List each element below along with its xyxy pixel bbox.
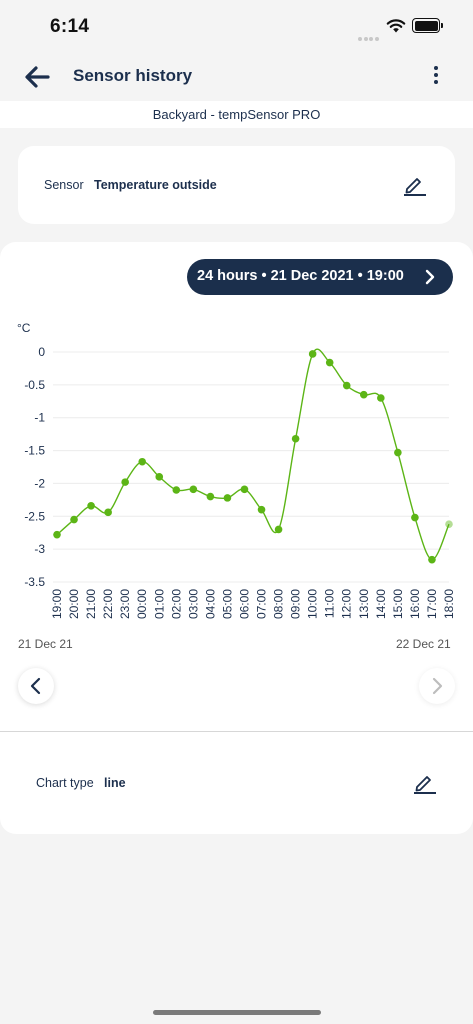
time-range-button[interactable]: 24 hours • 21 Dec 2021 • 19:00 bbox=[187, 259, 453, 295]
status-time: 6:14 bbox=[50, 16, 90, 37]
sensor-card: Sensor Temperature outside bbox=[18, 146, 455, 224]
chart-type-value: line bbox=[104, 776, 126, 790]
chevron-right-icon bbox=[432, 677, 443, 695]
chart-ytick-label: -2.5 bbox=[24, 509, 45, 523]
previous-period-button[interactable] bbox=[18, 668, 54, 704]
chart-xtick-label: 00:00 bbox=[135, 589, 149, 619]
edit-pencil-icon[interactable] bbox=[412, 772, 438, 794]
chart-xtick-label: 23:00 bbox=[118, 589, 132, 619]
chart-data-point bbox=[121, 478, 129, 486]
chart-data-point bbox=[104, 508, 112, 517]
chart-xtick-label: 21:00 bbox=[84, 589, 98, 619]
next-period-button[interactable] bbox=[419, 668, 455, 704]
chart-xtick-label: 15:00 bbox=[391, 589, 405, 619]
chart-ytick-label: -1.5 bbox=[24, 444, 45, 458]
chart-xtick-label: 10:00 bbox=[306, 589, 320, 619]
signal-icon bbox=[358, 28, 380, 46]
chart-data-point bbox=[138, 457, 147, 466]
chart-ytick-label: -1 bbox=[34, 411, 45, 425]
chart-data-point bbox=[53, 530, 61, 539]
chart-data-point bbox=[308, 350, 317, 358]
chart-xtick-label: 13:00 bbox=[357, 589, 371, 619]
chart-data-point bbox=[223, 494, 232, 502]
wifi-icon bbox=[386, 19, 406, 33]
chart-data-point bbox=[377, 394, 385, 402]
chart-type-label: Chart type bbox=[36, 776, 94, 790]
history-card: 24 hours • 21 Dec 2021 • 19:00 °C 0 -0.5 -… bbox=[0, 242, 473, 834]
chart-xtick-label: 04:00 bbox=[203, 589, 217, 619]
chart-xtick-label: 19:00 bbox=[50, 589, 64, 619]
time-range-label: 24 hours • 21 Dec 2021 • 19:00 bbox=[197, 268, 404, 284]
chart-data-point bbox=[274, 525, 283, 534]
chart-xtick-label: 08:00 bbox=[272, 589, 286, 619]
home-indicator bbox=[153, 1010, 321, 1015]
chart-ytick-label: -0.5 bbox=[24, 378, 45, 392]
chart-data-point bbox=[291, 434, 300, 443]
chart-data-point bbox=[172, 486, 181, 494]
chart-data-point bbox=[257, 505, 266, 514]
chart-data-point bbox=[411, 513, 419, 522]
chart-data-point bbox=[189, 485, 198, 494]
chart-data-point bbox=[206, 492, 215, 501]
chart-xtick-label: 11:00 bbox=[323, 589, 337, 618]
chart-xtick-label: 06:00 bbox=[237, 589, 251, 619]
chart-data-point bbox=[342, 381, 351, 390]
more-options-icon[interactable] bbox=[426, 66, 446, 90]
chevron-right-icon bbox=[425, 269, 435, 285]
chart-xtick-label: 16:00 bbox=[408, 589, 422, 619]
chart-data-point bbox=[155, 473, 164, 481]
chart-xtick-label: 20:00 bbox=[67, 589, 81, 619]
back-arrow-icon[interactable] bbox=[22, 62, 54, 92]
chart-data-point bbox=[240, 485, 249, 494]
chart-data-point bbox=[394, 448, 402, 457]
chart-ytick-label: -3.5 bbox=[24, 575, 45, 589]
chart-xtick-label: 07:00 bbox=[255, 589, 269, 619]
chart-data-point bbox=[359, 390, 368, 399]
chart-data-point bbox=[325, 358, 334, 367]
chart-ytick-label: -2 bbox=[34, 476, 45, 490]
chart-xtick-label: 02:00 bbox=[169, 589, 183, 619]
device-name: Backyard - tempSensor PRO bbox=[0, 101, 473, 128]
divider bbox=[0, 731, 473, 732]
chart-xtick-label: 18:00 bbox=[442, 589, 456, 619]
chart-xtick-label: 17:00 bbox=[425, 589, 439, 619]
chart-data-point bbox=[70, 515, 78, 524]
chart-data-point bbox=[428, 555, 436, 564]
chart-data-point bbox=[445, 520, 453, 528]
sensor-label: Sensor bbox=[44, 178, 84, 192]
chart-series-line bbox=[56, 348, 450, 561]
chart-start-date: 21 Dec 21 bbox=[18, 637, 73, 651]
chart-data-point bbox=[87, 501, 95, 510]
edit-pencil-icon[interactable] bbox=[402, 174, 428, 196]
page-title: Sensor history bbox=[73, 66, 193, 85]
chart-xtick-label: 05:00 bbox=[220, 589, 234, 619]
chart-end-date: 22 Dec 21 bbox=[396, 637, 451, 651]
chart-xtick-label: 22:00 bbox=[101, 589, 115, 619]
chart-ytick-label: -3 bbox=[34, 542, 45, 556]
sensor-value: Temperature outside bbox=[94, 178, 217, 192]
chevron-left-icon bbox=[30, 677, 41, 695]
chart-xtick-label: 09:00 bbox=[289, 589, 303, 619]
temperature-chart: °C 0 -0.5 -1 -1.5 -2 -2.5 -3 -3.5 19:00 20:00 21:… bbox=[17, 321, 456, 619]
chart-xtick-label: 12:00 bbox=[340, 589, 354, 619]
battery-icon bbox=[412, 18, 443, 33]
chart-xtick-label: 03:00 bbox=[186, 589, 200, 619]
chart-ytick-label: 0 bbox=[38, 345, 45, 359]
chart-xtick-label: 01:00 bbox=[152, 589, 166, 619]
chart-xtick-label: 14:00 bbox=[374, 589, 388, 619]
chart-ylabel: °C bbox=[17, 321, 31, 335]
